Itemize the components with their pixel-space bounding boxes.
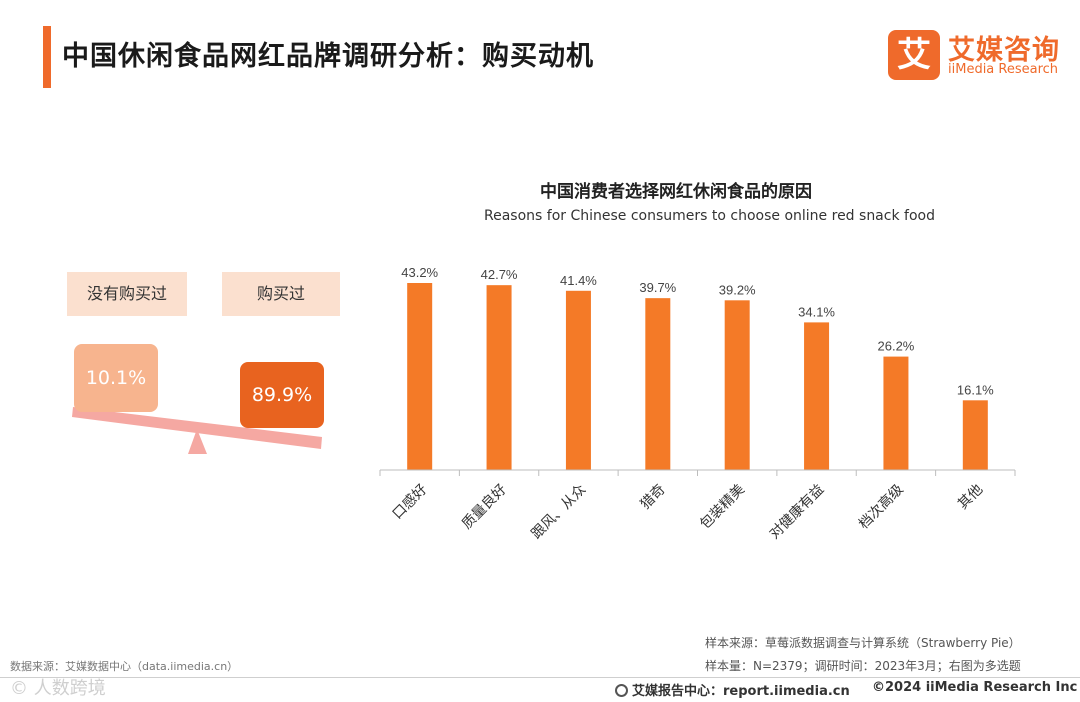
watermark: © 人数跨境 <box>10 678 106 699</box>
category-label-8: 其他 <box>955 482 986 513</box>
data-label-5: 39.2% <box>719 282 756 297</box>
sample-source: 样本来源：草莓派数据调查与计算系统（Strawberry Pie） <box>705 636 1021 650</box>
not-bought-value: 10.1% <box>74 344 158 412</box>
bar-1 <box>407 283 433 470</box>
footer-divider <box>0 677 1080 678</box>
brand-logo: 艾 艾媒咨询 iiMedia Research <box>888 28 1068 82</box>
logo-mark: 艾 <box>888 30 940 80</box>
category-label-2: 质量良好 <box>459 482 510 533</box>
page-title: 中国休闲食品网红品牌调研分析：购买动机 <box>62 41 594 72</box>
data-source: 数据来源：艾媒数据中心（data.iimedia.cn） <box>10 660 239 673</box>
bar-2 <box>486 285 512 470</box>
data-label-8: 16.1% <box>957 382 994 397</box>
bar-7 <box>883 356 909 470</box>
data-label-4: 39.7% <box>639 280 676 295</box>
bar-6 <box>804 322 830 470</box>
bar-8 <box>962 400 988 470</box>
seesaw-plank <box>72 407 322 449</box>
bought-label: 购买过 <box>222 272 340 316</box>
chart-title: 中国消费者选择网红休闲食品的原因 <box>540 182 812 202</box>
bar-3 <box>565 290 591 470</box>
bar-chart: 43.2% 口感好 42.7% 质量良好 41.4% 跟风、从众 39.7% 猎奇 39.2% 包… <box>379 265 1016 543</box>
category-label-4: 猎奇 <box>637 481 669 513</box>
sample-info: 样本量：N=2379；调研时间：2023年3月；右图为多选题 <box>705 659 1021 673</box>
category-label-7: 档次高级 <box>855 481 907 533</box>
report-center-text: 艾媒报告中心：report.iimedia.cn <box>632 684 850 699</box>
seesaw-graphic <box>72 407 322 454</box>
data-label-6: 34.1% <box>798 304 835 319</box>
category-label-5: 包装精美 <box>697 482 748 533</box>
not-bought-label: 没有购买过 <box>67 272 187 316</box>
data-label-7: 26.2% <box>878 339 915 354</box>
bar-5 <box>724 300 750 470</box>
logo-cn-text: 艾媒咨询 <box>948 35 1060 66</box>
category-label-3: 跟风、从众 <box>528 482 589 543</box>
data-label-2: 42.7% <box>481 267 518 282</box>
globe-icon <box>615 684 628 697</box>
bought-value: 89.9% <box>240 362 324 428</box>
chart-subtitle: Reasons for Chinese consumers to choose … <box>484 208 935 224</box>
copyright: ©2024 iiMedia Research Inc <box>872 680 1078 695</box>
seesaw-fulcrum <box>188 429 207 454</box>
report-center-link[interactable]: 艾媒报告中心：report.iimedia.cn <box>615 680 850 699</box>
category-label-1: 口感好 <box>389 481 431 523</box>
data-label-1: 43.2% <box>401 265 438 280</box>
data-label-3: 41.4% <box>560 273 597 288</box>
logo-en-text: iiMedia Research <box>948 62 1059 77</box>
title-accent-bar <box>43 26 51 88</box>
bar-4 <box>645 298 671 470</box>
category-label-6: 对健康有益 <box>766 481 828 543</box>
